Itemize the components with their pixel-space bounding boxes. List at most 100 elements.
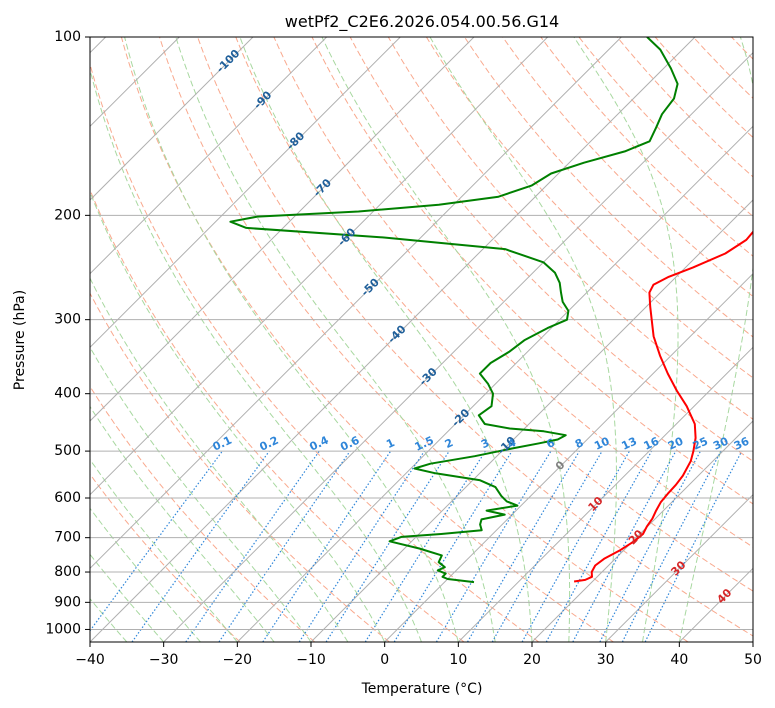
- dry-adiabat-line: [654, 37, 753, 139]
- mixing-ratio-line: [545, 450, 653, 642]
- moist-adiabat-line: [239, 37, 533, 642]
- dry-adiabat-line: [90, 385, 316, 642]
- dry-adiabat-line: [90, 473, 241, 642]
- x-tick-label: −20: [223, 652, 253, 668]
- mixing-ratio-label: 2: [443, 436, 455, 451]
- y-tick-label: 400: [54, 386, 81, 402]
- y-tick-label: 1000: [45, 621, 81, 637]
- y-tick-label: 200: [54, 207, 81, 223]
- mixing-ratio-label: 30: [711, 434, 731, 452]
- mixing-ratio-label: 3: [479, 436, 491, 451]
- isotherm-line: [90, 37, 254, 201]
- y-axis-label: Pressure (hPa): [12, 290, 28, 390]
- y-tick-label: 300: [54, 312, 81, 328]
- y-tick-label: 900: [54, 594, 81, 610]
- moist-adiabat-line: [90, 507, 201, 642]
- x-tick-label: 30: [597, 652, 615, 668]
- y-tick-label: 600: [54, 490, 81, 506]
- mixing-ratio-label: 10: [592, 434, 612, 452]
- isotherm-line: [90, 37, 475, 422]
- mixing-ratio-label: 13: [620, 435, 639, 453]
- mixing-ratio-line: [185, 450, 320, 642]
- mixing-ratio-line: [262, 450, 392, 642]
- dry-adiabat-line: [120, 37, 614, 642]
- mixing-ratio-line: [599, 450, 702, 642]
- isotherm-line: [90, 37, 549, 496]
- mixing-ratio-line: [298, 450, 425, 642]
- isotherm-line: [457, 346, 753, 642]
- dry-adiabat-line: [235, 37, 753, 592]
- x-tick-label: −30: [149, 652, 179, 668]
- mixing-ratio-label: 16: [642, 434, 662, 452]
- sounding-traces: [229, 37, 753, 584]
- y-tick-label: 800: [54, 564, 81, 580]
- dry-adiabat-line: [90, 62, 540, 642]
- moist-adiabat-label: 10: [586, 494, 606, 514]
- isotherm-line: [90, 37, 401, 349]
- isotherm-line: [236, 125, 753, 642]
- dry-adiabat-line: [387, 37, 753, 420]
- moist-adiabat-line: [678, 37, 753, 642]
- mixing-ratio-line: [131, 450, 270, 642]
- isotherm-line: [752, 641, 753, 642]
- mixing-ratio-line: [90, 450, 223, 632]
- x-axis: −40 −30 −20 −10 0 10 20 30 40 50: [75, 642, 762, 668]
- moist-adiabat-line: [90, 190, 386, 642]
- x-tick-label: −40: [75, 652, 105, 668]
- mixing-ratio-line: [364, 450, 486, 642]
- moist-adiabat-line: [90, 458, 238, 642]
- temperature-line: [573, 230, 753, 583]
- mixing-ratio-line: [325, 450, 450, 642]
- isotherm-line: [310, 199, 753, 642]
- dry-adiabat-line: [578, 37, 753, 218]
- plot-frame: [89, 36, 754, 643]
- mixing-ratio-line: [218, 450, 351, 642]
- mixing-ratio-label: 1: [384, 436, 396, 451]
- moist-adiabat-line: [124, 37, 459, 642]
- mixing-ratio-line: [521, 450, 631, 642]
- dry-adiabat-line: [197, 37, 753, 637]
- y-tick-label: 700: [54, 530, 81, 546]
- x-tick-label: 50: [744, 652, 762, 668]
- moist-adiabat-line: [175, 37, 496, 642]
- y-axis: 100 200 300 400 500 600 700 800 900 1000: [45, 29, 90, 637]
- mixing-ratio-line: [572, 450, 677, 642]
- moist-adiabat-line: [321, 37, 571, 642]
- dry-adiabat-line: [692, 37, 753, 99]
- dry-adiabat-line: [158, 37, 689, 642]
- moist-adiabat-line: [90, 553, 165, 642]
- dry-adiabat-line: [90, 188, 465, 642]
- x-tick-label: 10: [449, 652, 467, 668]
- moist-adiabat-line: [90, 67, 422, 642]
- dry-adiabat-line: [90, 292, 390, 642]
- isotherm-line: [605, 493, 753, 642]
- x-tick-label: −10: [296, 652, 326, 668]
- pressure-grid: [90, 37, 753, 630]
- chart-title: wetPf2_C2E6.2026.054.00.56.G14: [285, 12, 559, 32]
- dry-adiabat-line: [349, 37, 753, 462]
- dry-adiabat-line: [757, 24, 775, 642]
- x-tick-label: 20: [523, 652, 541, 668]
- mixing-ratio-line: [644, 450, 743, 642]
- dry-adiabat-line: [502, 37, 753, 298]
- mixing-ratio-label: 25: [691, 435, 710, 453]
- moist-adiabat-line: [90, 597, 128, 642]
- moist-adiabat-line: [90, 277, 349, 642]
- moist-adiabat-line: [90, 405, 275, 642]
- dry-adiabat-line: [273, 37, 753, 548]
- mixing-ratio-line: [466, 450, 580, 642]
- dry-adiabat-line: [425, 37, 753, 379]
- y-tick-label: 100: [54, 29, 81, 45]
- isotherm-line: [678, 567, 753, 642]
- isotherm-line: [90, 37, 696, 642]
- isotherm-line: [163, 51, 753, 642]
- moist-adiabat-line: [90, 346, 312, 642]
- moist-adiabat-line: [573, 37, 679, 642]
- background-lines: [90, 24, 775, 642]
- isotherm-line: [90, 37, 328, 275]
- x-tick-label: 0: [380, 652, 389, 668]
- y-tick-label: 500: [54, 443, 81, 459]
- mixing-ratio-line: [435, 450, 552, 642]
- moist-adiabat-line: [429, 37, 617, 642]
